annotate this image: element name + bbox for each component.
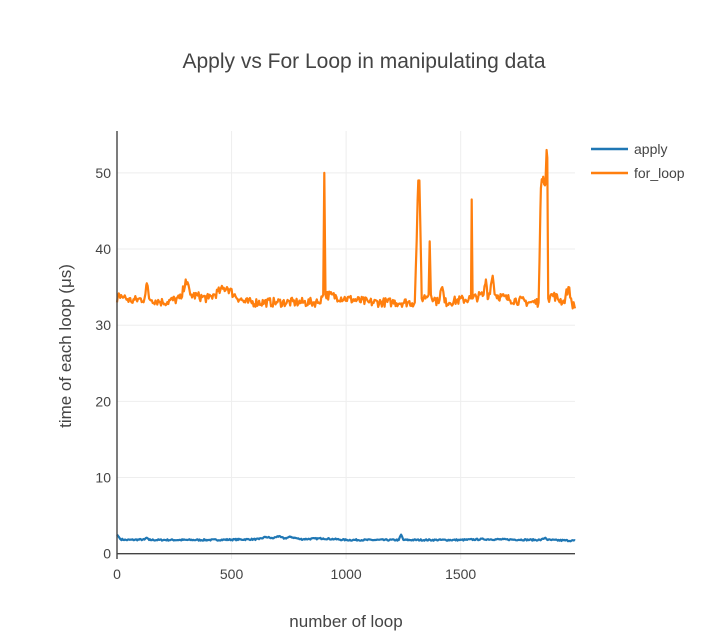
legend-item-for-loop[interactable]: for_loop xyxy=(591,165,685,181)
x-tick-label-1000: 1000 xyxy=(331,566,362,582)
series-layer xyxy=(115,148,577,543)
legend-label-for-loop: for_loop xyxy=(634,165,685,181)
y-tick-label-50: 50 xyxy=(95,165,111,181)
gridlines xyxy=(117,131,575,559)
legend-item-apply[interactable]: apply xyxy=(591,141,667,157)
x-tick-label-500: 500 xyxy=(220,566,244,582)
x-axis-title: number of loop xyxy=(289,612,402,631)
axes xyxy=(116,131,575,559)
series-line-apply xyxy=(116,533,576,543)
y-tick-label-0: 0 xyxy=(103,546,111,562)
y-tick-label-20: 20 xyxy=(95,393,111,409)
x-tick-label-0: 0 xyxy=(113,566,121,582)
tick-labels: 0 500 1000 1500 0 10 20 30 40 50 xyxy=(95,165,476,582)
chart-title: Apply vs For Loop in manipulating data xyxy=(182,50,545,73)
y-axis-title: time of each loop (μs) xyxy=(56,264,75,428)
x-tick-label-1500: 1500 xyxy=(445,566,476,582)
legend-label-apply: apply xyxy=(634,141,667,157)
series-line-for-loop xyxy=(115,148,577,310)
y-tick-label-10: 10 xyxy=(95,470,111,486)
y-tick-label-30: 30 xyxy=(95,317,111,333)
y-tick-label-40: 40 xyxy=(95,241,111,257)
legend[interactable]: apply for_loop xyxy=(591,141,685,181)
